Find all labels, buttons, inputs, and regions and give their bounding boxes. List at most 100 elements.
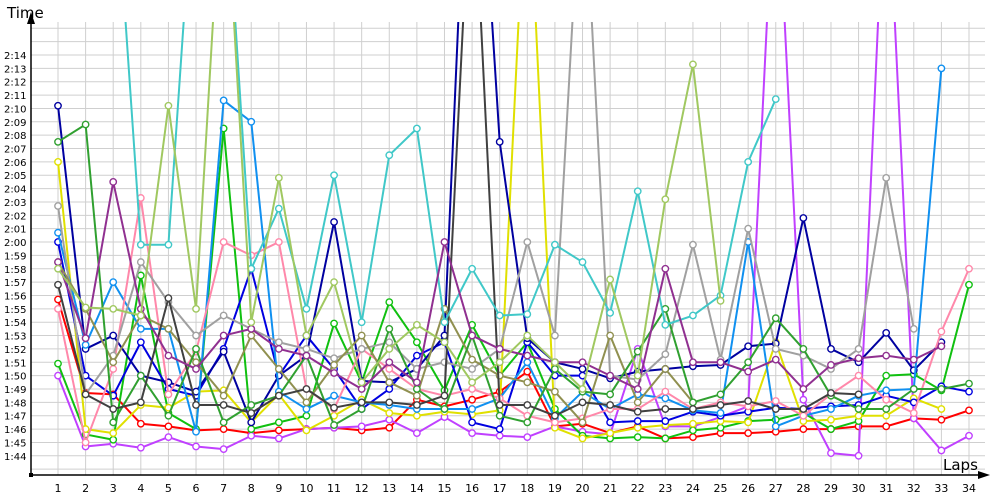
data-point <box>274 338 283 347</box>
data-point <box>661 394 670 403</box>
data-point <box>827 405 835 413</box>
y-tick-label: 2:09 <box>4 118 26 129</box>
data-point <box>109 178 118 186</box>
data-point <box>440 338 449 347</box>
data-point <box>136 240 145 249</box>
data-point <box>523 378 532 387</box>
x-tick-label: 3 <box>110 482 117 495</box>
data-point <box>54 280 62 289</box>
data-point <box>633 347 642 356</box>
data-point <box>578 258 587 266</box>
data-point <box>330 319 338 328</box>
data-point <box>937 342 946 351</box>
x-tick-label: 30 <box>852 482 866 495</box>
data-point <box>523 331 532 340</box>
data-point <box>330 403 338 412</box>
data-point <box>109 418 118 427</box>
x-tick-label: 22 <box>631 482 645 495</box>
data-point <box>468 405 476 413</box>
y-axis-ticks: 1:44 1:45 1:46 1:47 1:48 1:49 1:50 1:51 1:52 1:53… <box>4 51 26 463</box>
data-point <box>136 324 145 333</box>
data-point <box>744 367 753 376</box>
data-point <box>164 101 173 110</box>
data-point <box>219 391 228 400</box>
data-point <box>551 411 559 420</box>
data-point <box>164 294 173 303</box>
series-dark-gray <box>54 22 863 420</box>
series-light-olive <box>54 22 725 393</box>
data-point <box>164 324 173 333</box>
data-point <box>274 365 283 373</box>
data-point <box>385 345 394 353</box>
x-tick-label: 11 <box>327 482 341 495</box>
data-point <box>633 371 642 380</box>
data-point <box>385 338 394 347</box>
data-point <box>689 405 697 413</box>
axis-origin-marker <box>29 473 33 477</box>
data-point <box>357 331 366 340</box>
data-point <box>54 228 62 237</box>
data-point <box>357 385 366 393</box>
x-tick-label: 6 <box>193 482 200 495</box>
series-gray <box>54 22 918 399</box>
data-point <box>882 405 891 413</box>
data-point <box>965 406 973 415</box>
data-point <box>468 264 476 273</box>
data-point <box>109 405 118 413</box>
data-point <box>330 171 338 180</box>
series-line <box>57 22 915 396</box>
y-axis-label: Time <box>6 4 44 22</box>
x-tick-label: 10 <box>299 482 313 495</box>
data-point <box>827 415 835 424</box>
x-tick-label: 25 <box>714 482 728 495</box>
data-point <box>523 358 532 367</box>
x-tick-label: 18 <box>520 482 534 495</box>
data-point <box>744 429 753 437</box>
x-tick-label: 5 <box>165 482 172 495</box>
data-point <box>882 371 891 380</box>
data-point <box>109 331 118 340</box>
data-point <box>302 345 311 353</box>
data-point <box>744 157 753 166</box>
x-tick-label: 2 <box>82 482 89 495</box>
y-tick-label: 2:07 <box>4 145 26 156</box>
y-tick-label: 1:58 <box>4 265 26 276</box>
data-point <box>136 311 145 320</box>
data-point <box>109 435 118 444</box>
x-tick-label: 17 <box>493 482 507 495</box>
data-point <box>495 311 504 320</box>
data-point <box>716 409 725 417</box>
data-point <box>330 354 338 363</box>
data-point <box>965 387 973 396</box>
y-tick-label: 1:57 <box>4 278 26 289</box>
y-tick-label: 2:03 <box>4 198 26 209</box>
data-point <box>330 278 338 287</box>
data-point <box>219 401 228 409</box>
y-tick-label: 2:00 <box>4 238 26 249</box>
x-tick-label: 14 <box>410 482 424 495</box>
data-point <box>412 320 421 329</box>
x-tick-label: 7 <box>220 482 227 495</box>
data-point <box>136 398 145 407</box>
y-tick-label: 1:56 <box>4 291 26 302</box>
series-group <box>54 22 973 460</box>
data-point <box>551 418 559 427</box>
data-point <box>247 418 256 427</box>
data-point <box>274 238 283 246</box>
series-line <box>57 261 694 424</box>
data-point <box>965 379 973 388</box>
data-point <box>827 389 835 397</box>
data-point <box>578 365 587 373</box>
data-point <box>716 423 725 432</box>
data-point <box>468 395 476 404</box>
data-point <box>468 365 476 373</box>
data-point <box>219 418 228 427</box>
data-point <box>771 355 780 364</box>
data-point <box>330 369 338 377</box>
y-tick-label: 1:46 <box>4 425 26 436</box>
data-point <box>965 264 973 273</box>
data-point <box>716 358 725 367</box>
data-point <box>578 418 587 427</box>
data-point <box>827 449 835 458</box>
data-point <box>937 415 946 424</box>
